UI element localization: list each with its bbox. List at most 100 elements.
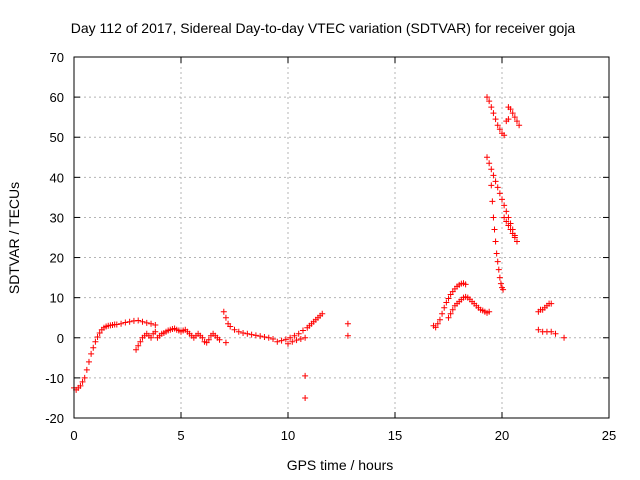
x-tick-label: 15 xyxy=(388,428,402,443)
data-points xyxy=(71,94,568,401)
data-point xyxy=(122,319,129,326)
data-point xyxy=(495,266,502,273)
data-point xyxy=(505,116,512,123)
data-point xyxy=(139,318,146,325)
data-point xyxy=(511,234,518,241)
data-point xyxy=(484,154,491,161)
series-wide-30 xyxy=(501,214,518,241)
y-tick-label: 50 xyxy=(50,130,64,145)
series-small-20.2 xyxy=(503,116,512,125)
data-point xyxy=(252,332,259,339)
series-cluster-3-5 xyxy=(133,325,223,353)
data-point xyxy=(486,98,493,105)
data-point xyxy=(152,321,159,328)
data-point xyxy=(491,226,498,233)
data-point xyxy=(240,329,247,336)
data-point xyxy=(282,336,289,343)
series-small-7 xyxy=(222,339,229,346)
data-point xyxy=(278,337,285,344)
data-point xyxy=(148,334,155,341)
data-point xyxy=(548,300,555,307)
data-point xyxy=(505,222,512,229)
data-point xyxy=(509,230,516,237)
data-point xyxy=(133,346,140,353)
series-arc-9-11 xyxy=(274,310,326,345)
data-point xyxy=(287,334,294,341)
data-point xyxy=(118,320,125,327)
data-point xyxy=(503,208,510,215)
y-tick-label: 0 xyxy=(57,331,64,346)
data-point xyxy=(548,328,555,335)
data-point xyxy=(494,122,501,129)
series-drop-10 xyxy=(285,334,309,347)
grid xyxy=(74,57,609,418)
data-point xyxy=(441,304,448,311)
data-point xyxy=(434,320,441,327)
data-point xyxy=(488,166,495,173)
y-tick-label: 30 xyxy=(50,210,64,225)
data-point xyxy=(248,331,255,338)
data-point xyxy=(432,324,439,331)
data-point xyxy=(297,335,304,342)
data-point xyxy=(244,330,251,337)
x-tick-label: 0 xyxy=(70,428,77,443)
data-point xyxy=(222,339,229,346)
data-point xyxy=(274,338,281,345)
series-rise xyxy=(71,317,159,393)
data-point xyxy=(302,372,309,379)
x-tick-label: 10 xyxy=(281,428,295,443)
series-falling-57 xyxy=(505,104,523,129)
data-point xyxy=(445,295,452,302)
data-point xyxy=(265,334,272,341)
data-point xyxy=(436,316,443,323)
data-point xyxy=(148,320,155,327)
data-point xyxy=(257,333,264,340)
data-point xyxy=(83,366,90,373)
data-point xyxy=(344,320,351,327)
data-point xyxy=(496,190,503,197)
series-arc-17.5-19.5 xyxy=(445,293,493,321)
data-point xyxy=(302,334,309,341)
data-point xyxy=(289,338,296,345)
data-point xyxy=(135,317,142,324)
data-point xyxy=(291,332,298,339)
data-point xyxy=(449,306,456,313)
data-point xyxy=(494,184,501,191)
data-point xyxy=(319,310,326,317)
y-tick-label: -20 xyxy=(45,411,64,426)
data-point xyxy=(135,342,142,349)
data-point xyxy=(501,132,508,139)
data-point xyxy=(488,104,495,111)
data-point xyxy=(511,114,518,121)
series-falling-60 xyxy=(484,94,508,139)
data-point xyxy=(199,334,206,341)
data-point xyxy=(447,310,454,317)
data-point xyxy=(77,382,84,389)
data-point xyxy=(85,358,92,365)
data-point xyxy=(445,314,452,321)
data-point xyxy=(507,106,514,113)
data-point xyxy=(494,258,501,265)
data-point xyxy=(516,122,523,129)
data-point xyxy=(299,327,306,334)
data-point xyxy=(496,126,503,133)
data-point xyxy=(490,110,497,117)
series-arc-7-9 xyxy=(220,308,277,342)
series-drop-steep xyxy=(488,182,507,293)
data-point xyxy=(126,318,133,325)
data-point xyxy=(295,330,302,337)
y-tick-label: 40 xyxy=(50,170,64,185)
data-point xyxy=(227,323,234,330)
data-point xyxy=(561,334,568,341)
data-point xyxy=(443,299,450,306)
data-point xyxy=(496,274,503,281)
data-point xyxy=(462,281,469,288)
data-point xyxy=(501,214,508,221)
data-point xyxy=(92,338,99,345)
data-point xyxy=(88,350,95,357)
x-tick-label: 20 xyxy=(495,428,509,443)
data-point xyxy=(216,336,223,343)
y-tick-label: 10 xyxy=(50,291,64,306)
data-point xyxy=(484,94,491,101)
data-point xyxy=(220,308,227,315)
